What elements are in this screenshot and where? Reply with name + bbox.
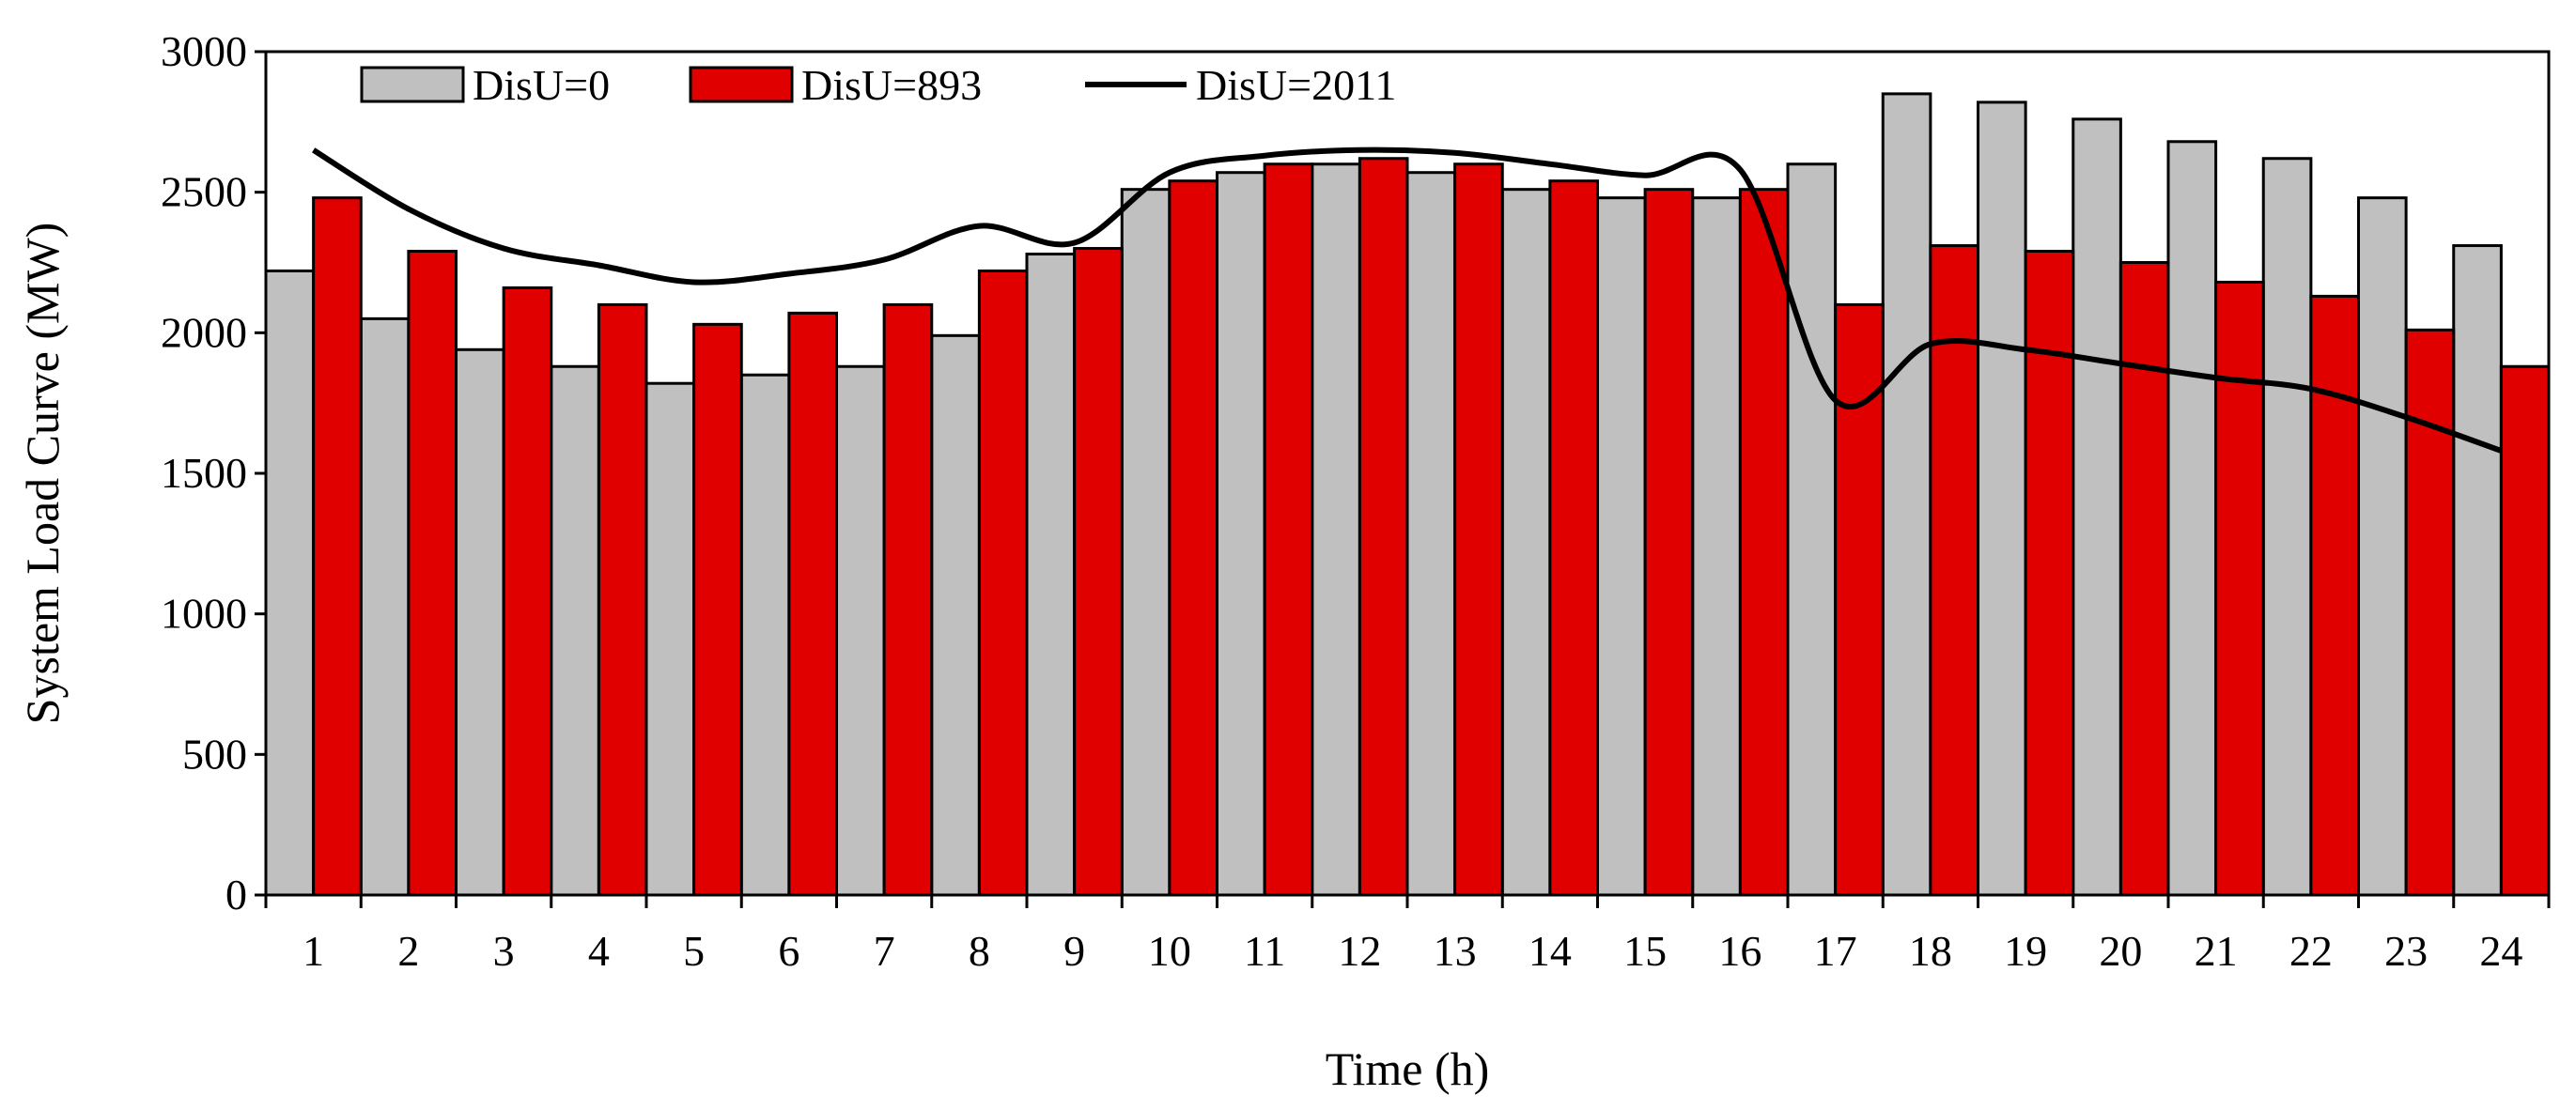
x-tick-label: 12 — [1338, 927, 1381, 975]
y-tick-label: 2500 — [161, 168, 247, 216]
x-tick-label: 8 — [969, 927, 990, 975]
line-series-disu-2011 — [312, 147, 2503, 454]
bar-disu-893-8 — [977, 269, 1029, 897]
x-tick-label: 13 — [1434, 927, 1477, 975]
bar-disu-893-20 — [2118, 261, 2170, 897]
bar-disu-893-6 — [787, 311, 838, 897]
x-tick-label: 23 — [2384, 927, 2428, 975]
x-tick-label: 20 — [2099, 927, 2142, 975]
bar-disu-893-16 — [1738, 188, 1790, 897]
x-tick-label: 16 — [1718, 927, 1761, 975]
x-axis-label: Time (h) — [1326, 1042, 1490, 1095]
bar-disu-0-1 — [264, 269, 316, 897]
bar-disu-893-15 — [1643, 188, 1695, 897]
bar-disu-893-3 — [502, 285, 553, 897]
bar-disu-0-19 — [1977, 100, 2027, 897]
x-tick-label: 17 — [1814, 927, 1857, 975]
bar-disu-0-9 — [1025, 253, 1077, 897]
bar-disu-893-18 — [1929, 244, 1979, 897]
x-axis: 1 2 3 4 5 6 7 8 9 10 11 12 13 14 15 16 17 18 19 20 21 22 23 24 — [264, 895, 2551, 975]
bar-disu-893-5 — [692, 322, 743, 897]
bar-disu-893-14 — [1548, 179, 1599, 897]
y-axis-label: System Load Curve (MW) — [16, 223, 69, 725]
bar-disu-0-23 — [2357, 196, 2408, 897]
x-tick-label: 10 — [1148, 927, 1191, 975]
bar-disu-0-7 — [835, 364, 886, 897]
x-tick-label: 7 — [874, 927, 895, 975]
bar-disu-0-16 — [1691, 196, 1742, 897]
bar-disu-0-14 — [1500, 188, 1552, 897]
bar-disu-0-11 — [1216, 171, 1266, 897]
x-tick-label: 24 — [2479, 927, 2522, 975]
bar-disu-893-4 — [597, 302, 648, 897]
y-tick-label: 3000 — [161, 27, 247, 75]
x-tick-label: 11 — [1244, 927, 1285, 975]
x-tick-label: 9 — [1063, 927, 1085, 975]
bar-disu-0-3 — [455, 347, 505, 897]
bar-disu-893-11 — [1263, 162, 1314, 897]
legend-swatch-disu-0 — [360, 66, 465, 103]
x-tick-label: 14 — [1529, 927, 1572, 975]
bar-disu-0-15 — [1596, 196, 1647, 897]
legend-label-disu-2011: DisU=2011 — [1196, 61, 1396, 109]
x-tick-label: 6 — [778, 927, 799, 975]
bar-disu-0-12 — [1311, 162, 1361, 897]
bar-disu-0-8 — [930, 333, 981, 897]
legend: DisU=0 DisU=893 DisU=2011 — [360, 61, 1396, 109]
bar-disu-0-21 — [2166, 140, 2218, 897]
legend-label-disu-0: DisU=0 — [473, 61, 610, 109]
bar-disu-0-20 — [2072, 117, 2122, 897]
y-tick-label: 1500 — [161, 449, 247, 497]
x-tick-label: 1 — [303, 927, 324, 975]
y-tick-label: 500 — [182, 730, 247, 778]
bar-disu-893-10 — [1168, 179, 1218, 897]
bar-disu-0-2 — [359, 316, 411, 897]
bars-layer — [264, 92, 2551, 897]
x-tick-label: 15 — [1623, 927, 1667, 975]
bar-disu-0-17 — [1786, 162, 1838, 897]
bar-disu-893-2 — [407, 250, 458, 897]
bar-disu-0-4 — [550, 364, 600, 897]
x-tick-label: 21 — [2195, 927, 2238, 975]
bar-disu-0-22 — [2261, 157, 2313, 897]
bar-disu-0-18 — [1881, 92, 1932, 897]
y-tick-label: 1000 — [161, 590, 247, 638]
y-tick-label: 2000 — [161, 308, 247, 356]
bar-disu-893-13 — [1453, 162, 1504, 897]
bar-disu-893-12 — [1358, 157, 1409, 897]
bar-disu-893-24 — [2499, 364, 2551, 897]
bar-disu-893-7 — [882, 302, 934, 897]
bar-disu-893-22 — [2309, 294, 2360, 897]
bar-disu-893-1 — [312, 196, 363, 897]
line-layer — [312, 147, 2503, 454]
bar-disu-0-24 — [2452, 244, 2503, 897]
bar-disu-893-21 — [2214, 280, 2265, 897]
x-tick-label: 4 — [588, 927, 610, 975]
bar-disu-893-23 — [2404, 328, 2456, 897]
x-tick-label: 3 — [493, 927, 515, 975]
legend-label-disu-893: DisU=893 — [801, 61, 982, 109]
legend-swatch-disu-893 — [689, 66, 794, 103]
y-tick-label: 0 — [225, 871, 247, 918]
bar-disu-0-5 — [644, 381, 696, 897]
x-tick-label: 2 — [397, 927, 419, 975]
bar-disu-0-10 — [1120, 188, 1172, 897]
x-tick-label: 5 — [683, 927, 705, 975]
y-axis: 0 500 1000 1500 2000 2500 3000 — [161, 27, 266, 918]
bar-disu-893-9 — [1073, 247, 1124, 897]
x-tick-label: 22 — [2289, 927, 2333, 975]
bar-disu-0-13 — [1405, 171, 1457, 897]
x-tick-label: 18 — [1909, 927, 1952, 975]
bar-disu-0-6 — [739, 373, 791, 897]
x-tick-label: 19 — [2004, 927, 2047, 975]
